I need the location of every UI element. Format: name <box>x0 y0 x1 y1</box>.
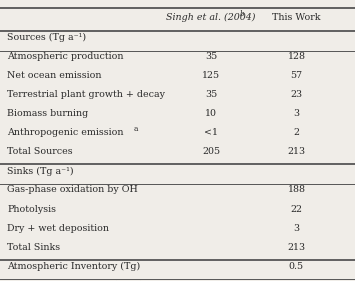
Text: Sources (Tg a⁻¹): Sources (Tg a⁻¹) <box>7 33 86 42</box>
Text: Net ocean emission: Net ocean emission <box>7 71 102 80</box>
Text: Atmospheric Inventory (Tg): Atmospheric Inventory (Tg) <box>7 262 140 271</box>
Text: 2: 2 <box>294 128 299 137</box>
Text: Singh et al. (2004): Singh et al. (2004) <box>166 13 256 22</box>
Text: 57: 57 <box>290 71 302 80</box>
Text: 128: 128 <box>288 52 305 61</box>
Text: 10: 10 <box>205 109 217 118</box>
Text: This Work: This Work <box>272 13 321 22</box>
Text: 213: 213 <box>287 243 306 252</box>
Text: 125: 125 <box>202 71 220 80</box>
Text: b: b <box>240 10 245 18</box>
Text: Sinks (Tg a⁻¹): Sinks (Tg a⁻¹) <box>7 167 74 176</box>
Text: Gas-phase oxidation by OH: Gas-phase oxidation by OH <box>7 185 138 194</box>
Text: Biomass burning: Biomass burning <box>7 109 88 118</box>
Text: Total Sinks: Total Sinks <box>7 243 60 252</box>
Text: 22: 22 <box>290 205 302 214</box>
Text: 23: 23 <box>290 90 302 99</box>
Text: 3: 3 <box>293 109 300 118</box>
Text: 213: 213 <box>287 147 306 156</box>
Text: <1: <1 <box>204 128 218 137</box>
Text: 35: 35 <box>205 52 217 61</box>
Text: Terrestrial plant growth + decay: Terrestrial plant growth + decay <box>7 90 165 99</box>
Text: Total Sources: Total Sources <box>7 147 73 156</box>
Text: 3: 3 <box>293 224 300 233</box>
Text: Dry + wet deposition: Dry + wet deposition <box>7 224 109 233</box>
Text: a: a <box>133 125 137 133</box>
Text: 188: 188 <box>288 185 305 194</box>
Text: 205: 205 <box>202 147 220 156</box>
Text: Atmospheric production: Atmospheric production <box>7 52 124 61</box>
Text: 0.5: 0.5 <box>289 262 304 271</box>
Text: 35: 35 <box>205 90 217 99</box>
Text: Photolysis: Photolysis <box>7 205 56 214</box>
Text: Anthropogenic emission: Anthropogenic emission <box>7 128 124 137</box>
